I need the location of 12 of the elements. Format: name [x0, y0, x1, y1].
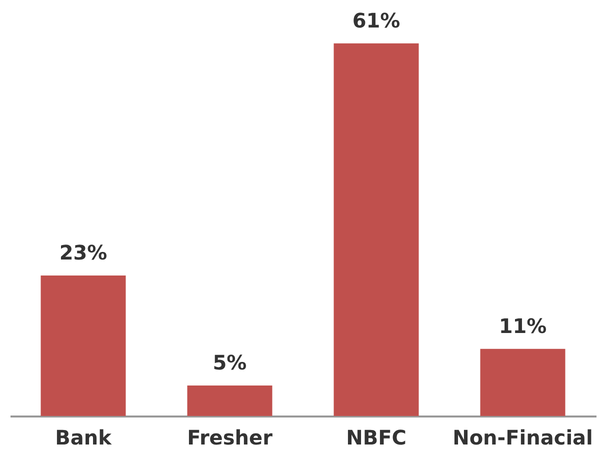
bar — [187, 385, 272, 416]
bar — [40, 276, 126, 416]
bar — [480, 348, 566, 416]
data-label: 61% — [352, 8, 400, 32]
x-tick-label: Fresher — [187, 426, 273, 450]
data-label: 11% — [498, 314, 547, 338]
x-tick-label: NBFC — [346, 426, 406, 450]
bar — [334, 43, 419, 416]
x-tick-label: Bank — [55, 426, 112, 450]
x-tick-label: Non-Finacial — [452, 426, 593, 450]
data-label: 23% — [59, 240, 108, 265]
data-label: 5% — [212, 350, 247, 374]
